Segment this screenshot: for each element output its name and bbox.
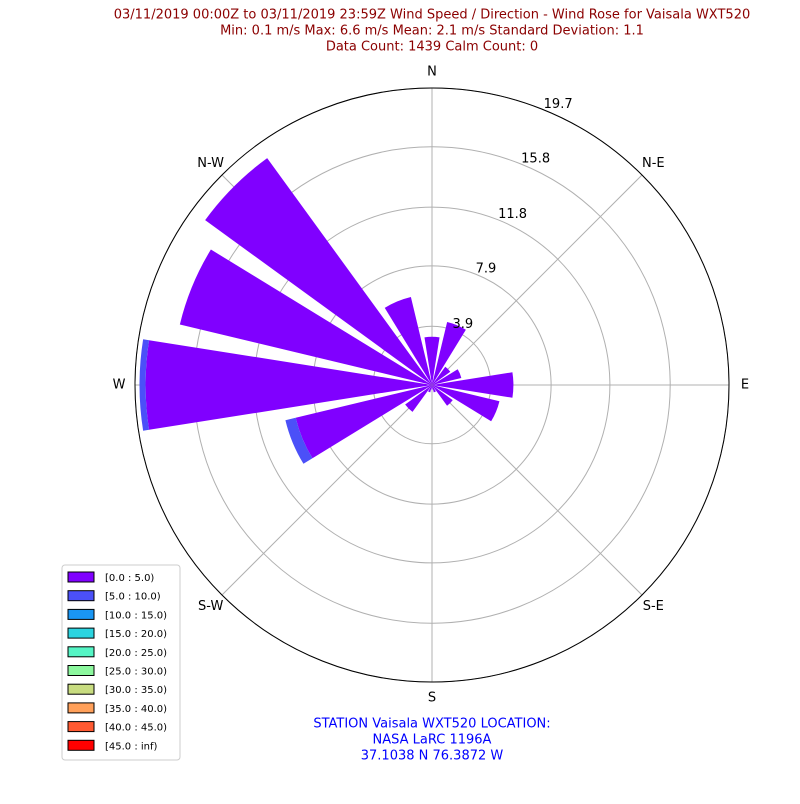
legend-swatch	[68, 572, 94, 582]
direction-label: N-E	[642, 156, 665, 171]
legend-label: [5.0 : 10.0)	[105, 592, 161, 603]
direction-label: S-W	[198, 599, 223, 614]
footer: STATION Vaisala WXT520 LOCATION:	[313, 717, 550, 732]
direction-label: S	[428, 691, 436, 706]
legend-label: [15.0 : 20.0)	[105, 629, 167, 640]
chart-title: 03/11/2019 00:00Z to 03/11/2019 23:59Z W…	[114, 8, 751, 23]
legend-swatch	[68, 609, 94, 619]
legend-swatch	[68, 722, 94, 732]
legend-swatch	[68, 647, 94, 657]
radial-grid-line	[432, 175, 642, 385]
r-tick-label: 11.8	[498, 207, 527, 222]
direction-label: W	[113, 378, 126, 393]
legend-swatch	[68, 740, 94, 750]
legend-swatch	[68, 628, 94, 638]
r-tick-label: 3.9	[453, 317, 474, 332]
legend-swatch	[68, 666, 94, 676]
direction-label: N-W	[197, 156, 224, 171]
r-tick-label: 7.9	[476, 261, 497, 276]
legend-label: [45.0 : inf)	[105, 741, 158, 752]
chart-subtitle: Min: 0.1 m/s Max: 6.6 m/s Mean: 2.1 m/s …	[220, 24, 644, 39]
legend-label: [35.0 : 40.0)	[105, 704, 167, 715]
direction-label: E	[741, 378, 749, 393]
legend-label: [25.0 : 30.0)	[105, 667, 167, 678]
r-tick-label: 15.8	[521, 151, 550, 166]
legend-swatch	[68, 684, 94, 694]
legend-label: [20.0 : 25.0)	[105, 648, 167, 659]
footer: 37.1038 N 76.3872 W	[361, 749, 504, 764]
legend-swatch	[68, 703, 94, 713]
direction-label: S-E	[643, 599, 664, 614]
legend-swatch	[68, 591, 94, 601]
legend-label: [10.0 : 15.0)	[105, 610, 167, 621]
legend-label: [30.0 : 35.0)	[105, 685, 167, 696]
direction-label: N	[427, 65, 437, 80]
legend-label: [40.0 : 45.0)	[105, 723, 167, 734]
legend-label: [0.0 : 5.0)	[105, 573, 154, 584]
radial-grid-line	[432, 385, 642, 595]
r-tick-label: 19.7	[544, 97, 573, 112]
footer: NASA LaRC 1196A	[373, 733, 492, 748]
chart-subtitle: Data Count: 1439 Calm Count: 0	[326, 40, 538, 55]
